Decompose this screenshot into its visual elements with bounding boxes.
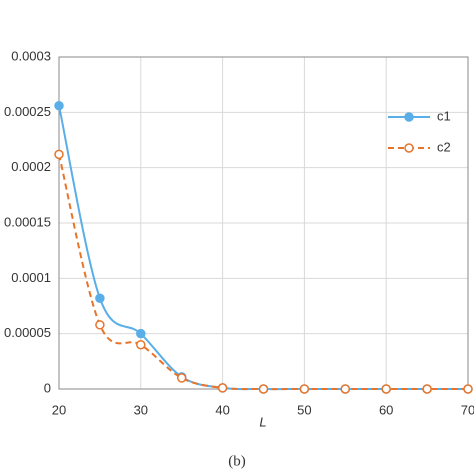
data-point [340,384,351,394]
y-tick-label: 0.00005 [4,325,51,340]
data-point [95,320,105,330]
data-point [136,339,146,350]
y-tick-label: 0 [44,380,51,395]
data-point [136,328,146,339]
y-tick-label: 0.0001 [11,270,51,285]
x-tick-label: 30 [134,402,148,417]
data-point [54,149,64,160]
y-tick-label: 0.00015 [4,214,51,229]
data-point [258,384,269,394]
x-tick-label: 40 [215,402,229,417]
data-point [299,384,310,394]
legend-marker [404,112,414,122]
x-tick-label: 60 [379,402,393,417]
data-point [217,383,228,393]
data-point [54,100,64,111]
x-tick-label: 20 [52,402,66,417]
y-tick-label: 0.00025 [4,104,51,119]
series-line [58,154,468,391]
data-point [463,384,473,394]
data-point [381,384,391,394]
y-tick-label: 0.0003 [11,48,51,63]
legend-label: c2 [437,139,451,154]
legend-label: c1 [437,108,451,123]
data-point [422,384,432,394]
data-point [176,373,187,383]
x-axis-label: L [259,414,266,429]
data-point [95,293,105,304]
x-tick-label: 50 [297,402,311,417]
caption: (b) [228,453,246,469]
x-tick-label: 70 [461,402,474,417]
legend-marker [404,143,414,153]
y-tick-label: 0.0002 [11,159,51,174]
